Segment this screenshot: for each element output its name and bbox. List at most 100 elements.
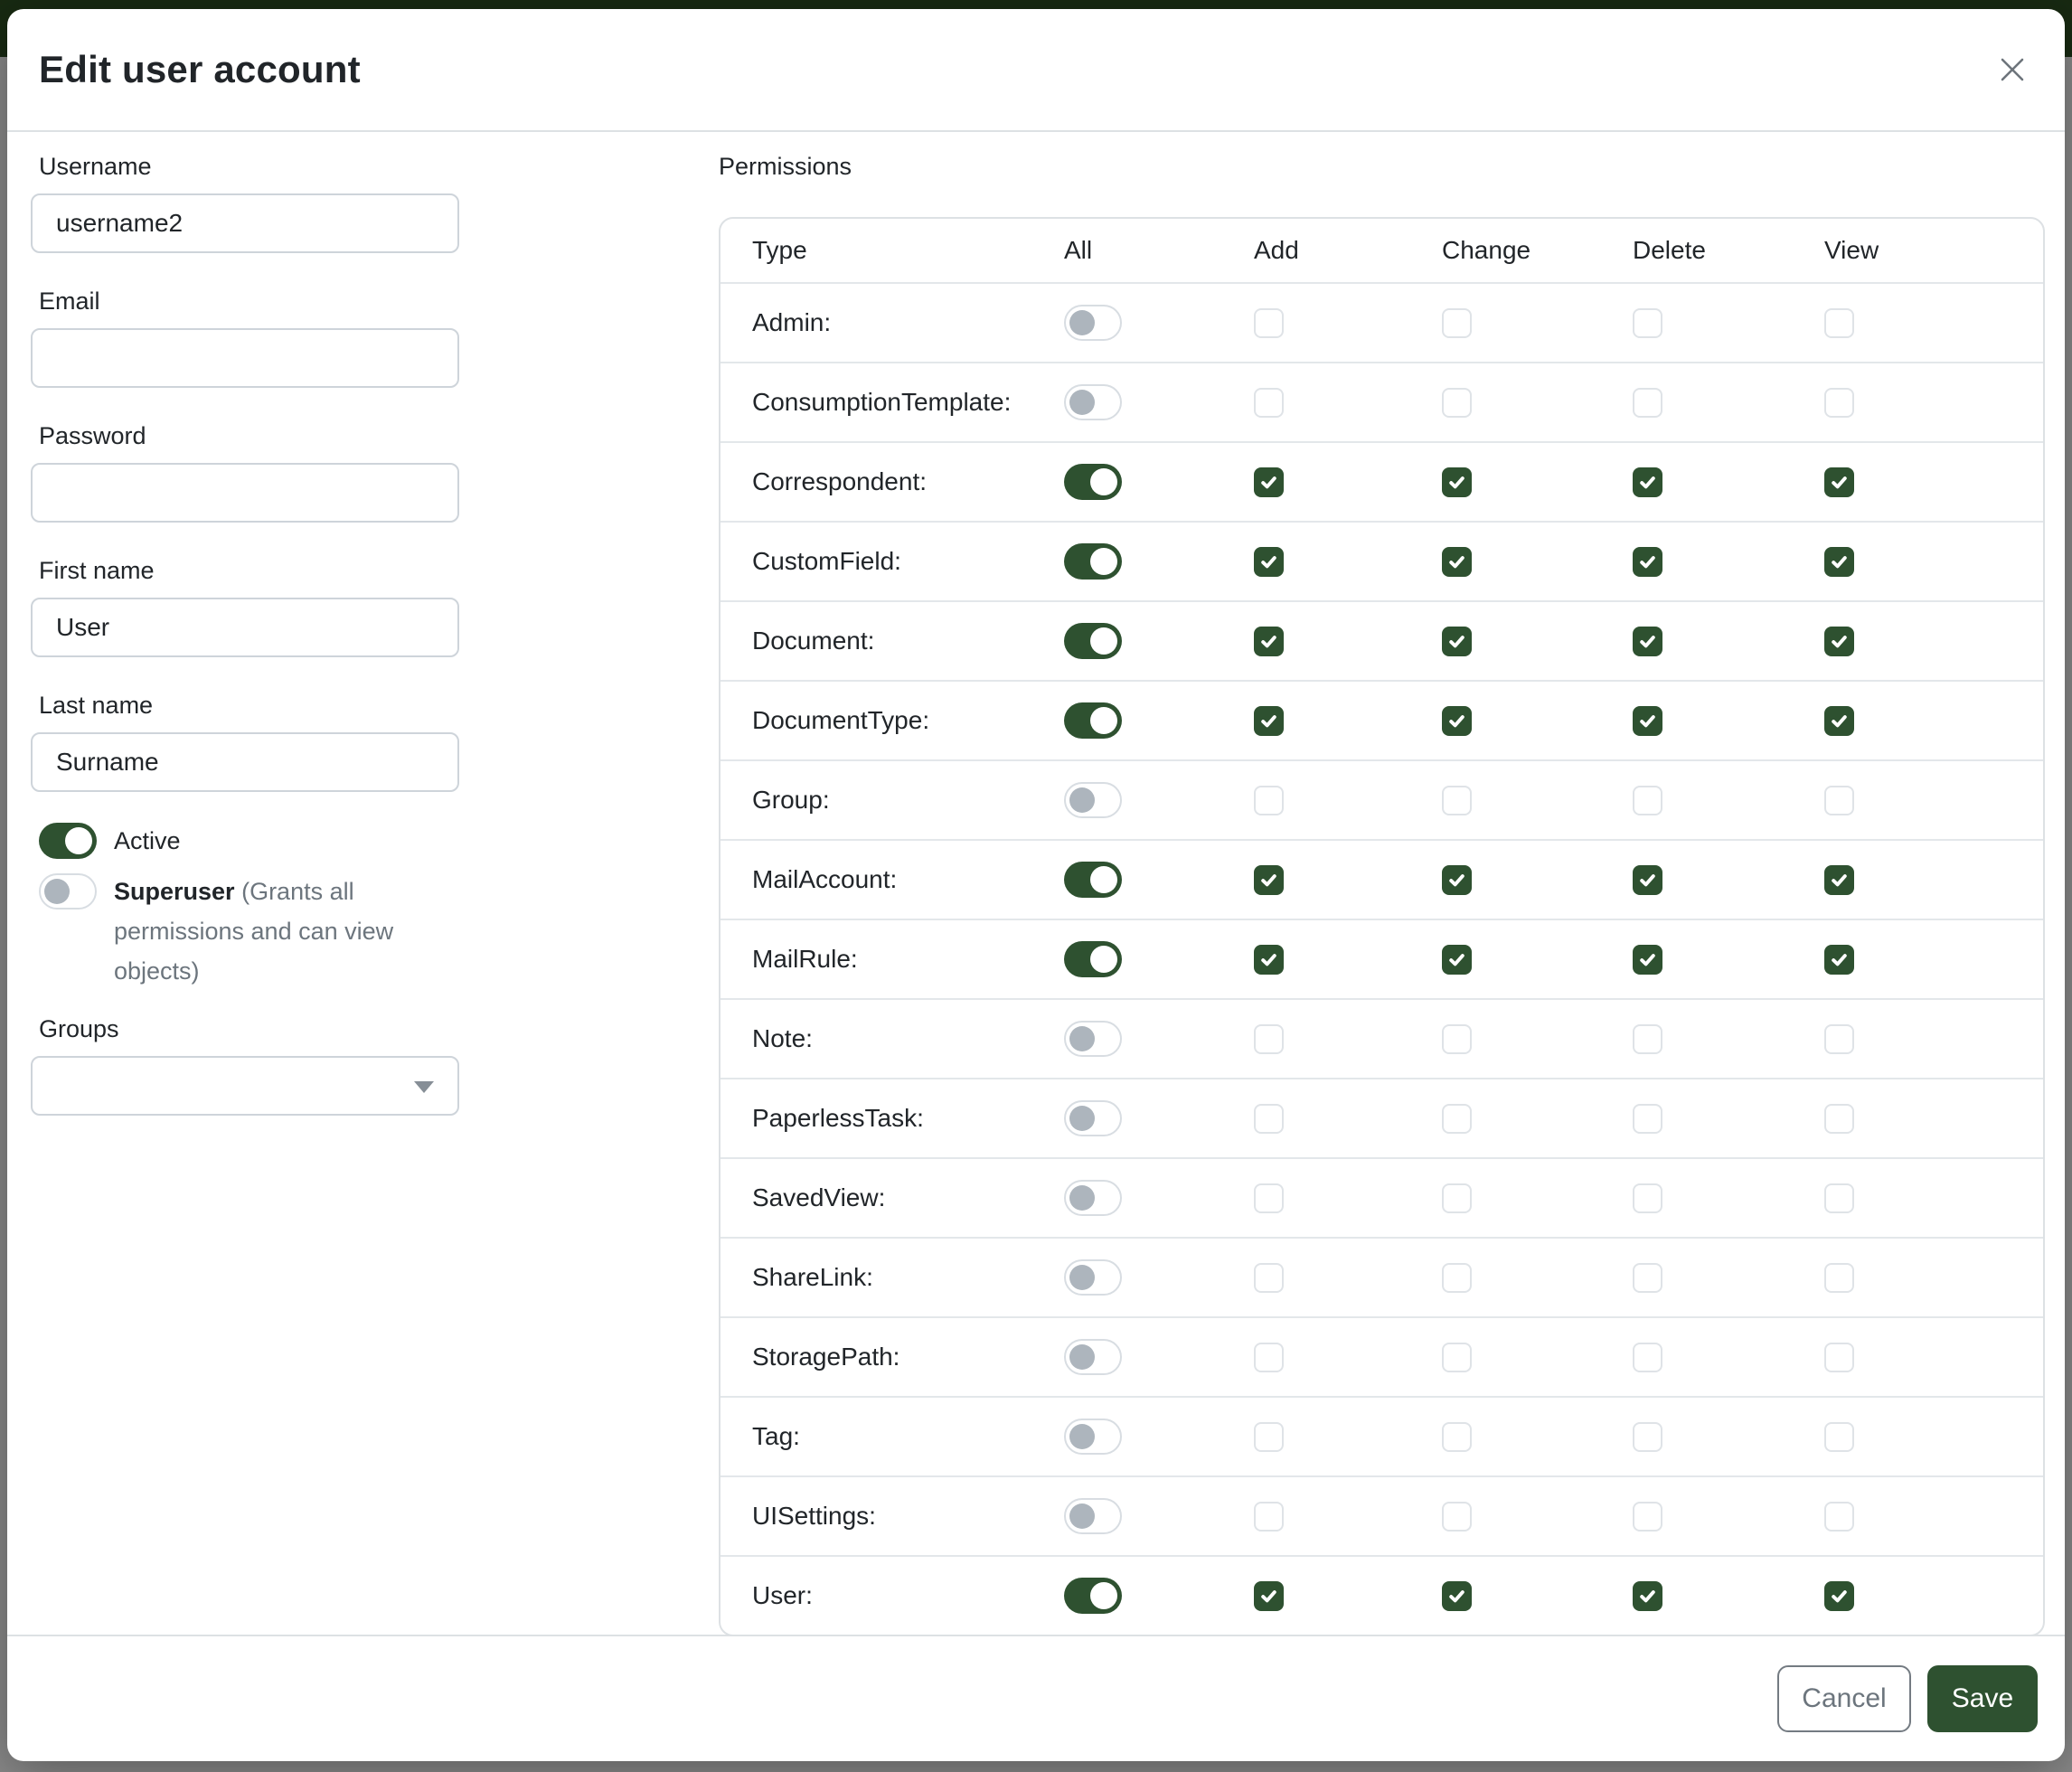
checkbox-add[interactable] [1254,1023,1284,1054]
toggle-all[interactable] [1064,1021,1122,1057]
first-name-field[interactable] [31,598,459,657]
active-toggle[interactable] [39,823,97,859]
toggle-all[interactable] [1064,1578,1122,1614]
toggle-all[interactable] [1064,1180,1122,1216]
checkbox-view[interactable] [1824,546,1854,577]
toggle-all[interactable] [1064,623,1122,659]
checkbox-view[interactable] [1824,1342,1854,1372]
toggle-all[interactable] [1064,941,1122,977]
checkbox-view[interactable] [1824,1023,1854,1054]
checkbox-change[interactable] [1442,1501,1472,1532]
checkbox-add[interactable] [1254,785,1284,815]
permission-row: Document: [720,600,2043,680]
checkbox-add[interactable] [1254,705,1284,736]
checkbox-view[interactable] [1824,467,1854,497]
checkbox-add[interactable] [1254,944,1284,975]
checkbox-change[interactable] [1442,705,1472,736]
checkbox-change[interactable] [1442,1421,1472,1452]
checkbox-view[interactable] [1824,944,1854,975]
toggle-all[interactable] [1064,464,1122,500]
checkbox-delete[interactable] [1633,1183,1662,1213]
checkbox-add[interactable] [1254,307,1284,338]
checkbox-delete[interactable] [1633,1103,1662,1134]
save-button[interactable]: Save [1927,1665,2038,1732]
checkbox-change[interactable] [1442,864,1472,895]
checkbox-delete[interactable] [1633,1580,1662,1611]
checkbox-add[interactable] [1254,467,1284,497]
checkbox-view[interactable] [1824,785,1854,815]
toggle-all[interactable] [1064,1498,1122,1534]
checkbox-view[interactable] [1824,1262,1854,1293]
checkbox-change[interactable] [1442,1262,1472,1293]
groups-select[interactable] [31,1056,459,1116]
checkbox-change[interactable] [1442,1103,1472,1134]
toggle-all[interactable] [1064,1339,1122,1375]
checkbox-delete[interactable] [1633,307,1662,338]
checkbox-add[interactable] [1254,1421,1284,1452]
toggle-all[interactable] [1064,862,1122,898]
checkbox-add[interactable] [1254,864,1284,895]
checkbox-change[interactable] [1442,1023,1472,1054]
checkbox-delete[interactable] [1633,387,1662,418]
checkbox-view[interactable] [1824,1183,1854,1213]
checkbox-view[interactable] [1824,626,1854,656]
checkbox-change[interactable] [1442,1342,1472,1372]
checkbox-delete[interactable] [1633,626,1662,656]
checkbox-view[interactable] [1824,1501,1854,1532]
checkbox-delete[interactable] [1633,705,1662,736]
cancel-button[interactable]: Cancel [1777,1665,1911,1732]
toggle-all[interactable] [1064,702,1122,739]
toggle-all[interactable] [1064,543,1122,580]
page-title: Edit user account [39,48,361,90]
checkbox-change[interactable] [1442,1580,1472,1611]
checkbox-view[interactable] [1824,1580,1854,1611]
checkbox-add[interactable] [1254,626,1284,656]
checkbox-delete[interactable] [1633,1421,1662,1452]
checkbox-delete[interactable] [1633,467,1662,497]
toggle-all[interactable] [1064,1419,1122,1455]
username-field[interactable] [31,193,459,253]
checkbox-delete[interactable] [1633,1262,1662,1293]
checkbox-delete[interactable] [1633,864,1662,895]
last-name-field[interactable] [31,732,459,792]
checkbox-add[interactable] [1254,1342,1284,1372]
checkbox-delete[interactable] [1633,1342,1662,1372]
checkbox-delete[interactable] [1633,546,1662,577]
checkbox-delete[interactable] [1633,1023,1662,1054]
checkbox-add[interactable] [1254,1103,1284,1134]
password-field[interactable] [31,463,459,523]
checkbox-view[interactable] [1824,864,1854,895]
checkbox-delete[interactable] [1633,785,1662,815]
checkbox-delete[interactable] [1633,1501,1662,1532]
checkbox-change[interactable] [1442,546,1472,577]
toggle-all[interactable] [1064,305,1122,341]
checkbox-add[interactable] [1254,1183,1284,1213]
permission-type-label: SavedView: [752,1183,886,1211]
checkbox-view[interactable] [1824,705,1854,736]
checkbox-view[interactable] [1824,307,1854,338]
toggle-all[interactable] [1064,1100,1122,1136]
checkbox-view[interactable] [1824,1421,1854,1452]
checkbox-view[interactable] [1824,387,1854,418]
toggle-all[interactable] [1064,384,1122,420]
checkbox-delete[interactable] [1633,944,1662,975]
checkbox-add[interactable] [1254,1501,1284,1532]
checkbox-change[interactable] [1442,1183,1472,1213]
checkbox-change[interactable] [1442,785,1472,815]
checkbox-add[interactable] [1254,546,1284,577]
checkbox-change[interactable] [1442,626,1472,656]
email-field[interactable] [31,328,459,388]
checkbox-view[interactable] [1824,1103,1854,1134]
checkbox-change[interactable] [1442,387,1472,418]
toggle-all[interactable] [1064,782,1122,818]
checkbox-add[interactable] [1254,1262,1284,1293]
checkbox-add[interactable] [1254,387,1284,418]
toggle-all[interactable] [1064,1259,1122,1296]
checkbox-add[interactable] [1254,1580,1284,1611]
checkbox-change[interactable] [1442,307,1472,338]
permission-type-label: Group: [752,786,830,814]
checkbox-change[interactable] [1442,944,1472,975]
checkbox-change[interactable] [1442,467,1472,497]
close-button[interactable] [1992,50,2032,90]
superuser-toggle[interactable] [39,873,97,910]
